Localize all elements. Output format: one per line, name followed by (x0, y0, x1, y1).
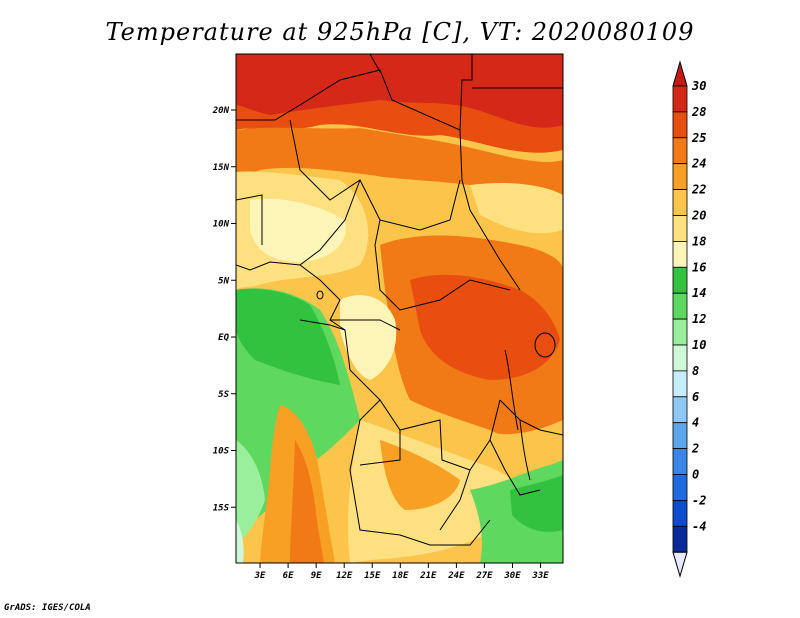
colorbar-swatch (672, 318, 688, 346)
lat-tick-label: 10N (213, 220, 230, 230)
lat-tick-label: 10S (213, 447, 230, 457)
colorbar-label: 16 (692, 260, 706, 274)
lat-tick-label: 5S (218, 390, 229, 400)
longitude-axis: 3E 6E 9E 12E 15E 18E 21E 24E 27E 30E 33E (254, 563, 549, 581)
colorbar-swatch (672, 396, 688, 424)
colorbar-swatch (672, 292, 688, 320)
lon-tick-label: 24E (447, 571, 465, 581)
lon-tick-label: 3E (254, 571, 266, 581)
lon-tick-label: 21E (419, 571, 437, 581)
lon-tick-label: 15E (364, 571, 381, 581)
colorbar-label: 2 (691, 442, 699, 456)
colorbar-swatch (672, 215, 688, 242)
colorbar-swatch (672, 240, 688, 268)
colorbar-label: 6 (692, 390, 699, 404)
lon-tick-label: 33E (531, 571, 549, 581)
map-title: Temperature at 925hPa [C], VT: 202008010… (105, 18, 695, 46)
map-frame (235, 53, 564, 564)
colorbar-label: 25 (691, 131, 706, 145)
colorbar-swatch (672, 474, 688, 501)
lon-tick-label: 12E (336, 571, 353, 581)
colorbar-swatch (672, 163, 688, 190)
colorbar-label: 30 (691, 79, 706, 93)
temperature-field (236, 54, 563, 563)
credit-label: GrADS: IGES/COLA (4, 603, 91, 613)
colorbar-swatch (672, 448, 688, 475)
lat-tick-label: 5N (218, 276, 229, 286)
lat-tick-label: 15N (213, 163, 230, 173)
colorbar-label: 20 (691, 209, 706, 223)
colorbar-label: 14 (692, 286, 706, 300)
colorbar-swatch (672, 344, 688, 372)
colorbar-swatch (672, 85, 688, 113)
colorbar-swatch (672, 422, 688, 450)
latitude-axis: 20N 15N 10N 5N EQ 5S 10S 15S (212, 106, 236, 513)
colorbar-label: 12 (692, 312, 706, 326)
colorbar-label: 24 (691, 157, 706, 171)
colorbar-swatch (672, 266, 688, 294)
lon-tick-label: 9E (311, 571, 322, 581)
colorbar-label: 22 (691, 183, 706, 197)
colorbar-swatch (672, 370, 688, 398)
lon-tick-label: 18E (392, 571, 409, 581)
colorbar-swatch (672, 189, 688, 216)
colorbar-label: 0 (692, 468, 699, 482)
lat-tick-label: EQ (218, 333, 229, 343)
colorbar-label: 8 (692, 364, 699, 378)
lon-tick-label: 6E (283, 571, 294, 581)
colorbar-label: 4 (692, 416, 699, 430)
colorbar-top-arrow (672, 60, 688, 87)
lon-tick-label: 30E (503, 571, 521, 581)
colorbar-bottom-arrow (672, 551, 688, 578)
colorbar-swatch (672, 137, 688, 165)
lat-tick-label: 15S (213, 503, 230, 513)
lakes (316, 290, 556, 481)
lat-tick-label: 20N (212, 106, 230, 116)
colorbar-label: 28 (691, 105, 706, 119)
colorbar-label: 18 (692, 234, 706, 248)
colorbar-swatch (672, 499, 688, 527)
colorbar-swatch (672, 525, 688, 553)
lon-tick-label: 27E (475, 571, 493, 581)
colorbar-label: -2 (692, 493, 706, 507)
colorbar-swatch (672, 111, 688, 139)
colorbar-label: 10 (692, 338, 706, 352)
country-borders (236, 54, 563, 546)
colorbar-label: -4 (692, 519, 706, 533)
